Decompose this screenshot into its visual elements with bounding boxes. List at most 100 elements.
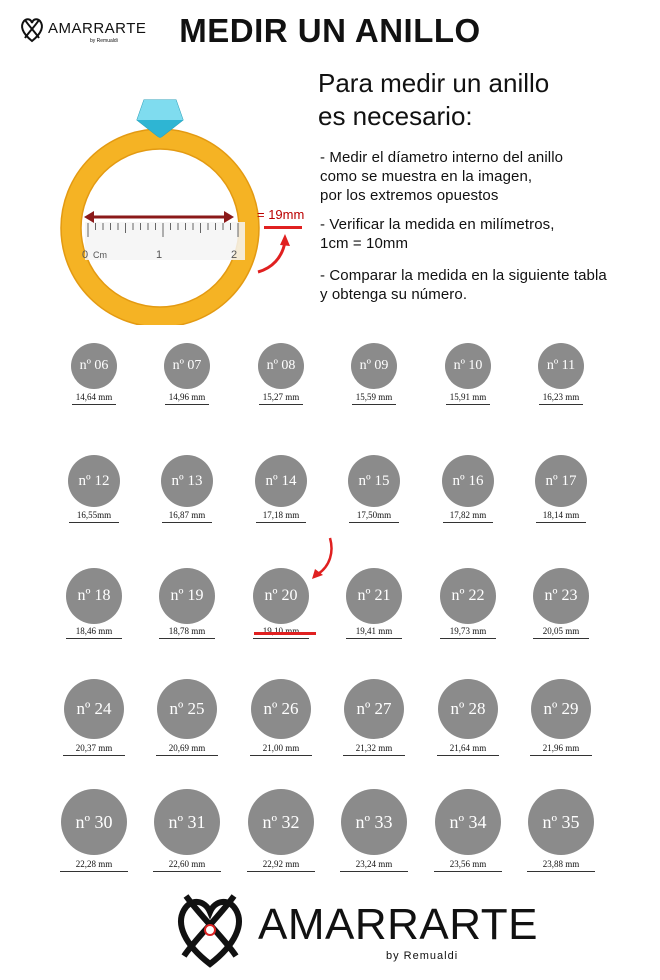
size-underline: [343, 755, 405, 756]
size-circle: nº 21: [346, 568, 402, 624]
instruction-text: por los extremos opuestos: [320, 187, 499, 204]
instruction-text: y obtenga su número.: [320, 286, 468, 303]
size-circle: nº 25: [157, 679, 217, 739]
size-underline: [527, 871, 595, 872]
size-number: nº 11: [546, 358, 576, 373]
size-number: nº 15: [358, 472, 390, 489]
size-underline: [349, 522, 399, 523]
size-circle: nº 31: [154, 789, 220, 855]
size-diameter: 15,27 mm: [262, 392, 300, 402]
brand-name: AMARRARTE: [48, 20, 147, 37]
size-underline: [66, 638, 122, 639]
size-underline: [250, 755, 312, 756]
size-underline: [437, 755, 499, 756]
size-circle: nº 07: [164, 343, 210, 389]
size-diameter: 22,92 mm: [262, 859, 300, 869]
size-number: nº 34: [449, 811, 487, 832]
size-number: nº 33: [355, 811, 393, 832]
size-number: nº 21: [357, 587, 391, 604]
size-circle: nº 08: [258, 343, 304, 389]
size-number: nº 12: [78, 472, 110, 489]
ruler-label-two: 2: [231, 249, 237, 261]
size-diameter: 15,91 mm: [449, 392, 487, 402]
size-circle: nº 13: [161, 455, 213, 507]
diamond-icon: [136, 99, 184, 142]
size-number: nº 07: [172, 358, 202, 373]
size-number: nº 13: [171, 472, 203, 489]
size-circle: nº 19: [159, 568, 215, 624]
size-number: nº 17: [545, 472, 577, 489]
instruction-text: - Comparar la medida en la siguiente tab…: [320, 267, 607, 284]
size-diameter: 14,96 mm: [168, 392, 206, 402]
size-circle: nº 17: [535, 455, 587, 507]
size-circle: nº 26: [251, 679, 311, 739]
size-circle: nº 14: [255, 455, 307, 507]
size-underline: [63, 755, 125, 756]
footer-brand-name: AMARRARTE: [258, 900, 538, 949]
ruler-label-zero: 0: [82, 249, 88, 261]
size-number: nº 29: [543, 699, 579, 718]
size-circle: nº 35: [528, 789, 594, 855]
size-number: nº 27: [356, 699, 392, 718]
size-number: nº 24: [76, 699, 112, 718]
size-number: nº 25: [169, 699, 205, 718]
size-diameter: 23,88 mm: [542, 859, 580, 869]
instruction-text: - Medir el díametro interno del anillo: [320, 149, 564, 166]
size-diameter: 23,24 mm: [355, 859, 393, 869]
size-underline: [533, 638, 589, 639]
size-underline: [443, 522, 493, 523]
ruler: 0 Cm 1 2: [82, 222, 245, 261]
size-underline: [539, 404, 583, 405]
size-diameter: 23,56 mm: [449, 859, 487, 869]
size-circle: nº 30: [61, 789, 127, 855]
size-diameter: 17,18 mm: [262, 510, 300, 520]
size-number: nº 28: [450, 699, 486, 718]
size-circle: nº 15: [348, 455, 400, 507]
heart-knot-icon: [21, 18, 43, 43]
size-diameter: 21,32 mm: [355, 743, 393, 753]
size-underline: [162, 522, 212, 523]
size-number: nº 20: [264, 587, 298, 604]
size-diameter: 21,00 mm: [262, 743, 300, 753]
size-underline: [60, 871, 128, 872]
size-underline: [165, 404, 209, 405]
size-underline: [340, 871, 408, 872]
size-circle: nº 29: [531, 679, 591, 739]
size-underline: [253, 638, 309, 639]
size-diameter: 17,50mm: [356, 510, 392, 520]
ruler-label-one: 1: [156, 249, 162, 261]
size-underline: [256, 522, 306, 523]
size-underline: [159, 638, 215, 639]
size-underline: [156, 755, 218, 756]
size-number: nº 30: [75, 811, 113, 832]
instruction-text: 1cm = 10mm: [320, 235, 409, 252]
page-title: MEDIR UN ANILLO: [179, 12, 481, 49]
size-number: nº 23: [544, 587, 578, 604]
size-circle: nº 28: [438, 679, 498, 739]
size-diameter: 20,05 mm: [542, 626, 580, 636]
brand-logo-small: AMARRARTE by Remualdi: [18, 14, 146, 50]
brand-byline: by Remualdi: [90, 38, 118, 44]
size-diameter: 19,10 mm: [262, 626, 300, 636]
size-number: nº 16: [452, 472, 484, 489]
size-circle: nº 22: [440, 568, 496, 624]
size-underline: [259, 404, 303, 405]
size-diameter: 16,55mm: [76, 510, 112, 520]
size-diameter: 14,64 mm: [75, 392, 113, 402]
instruction-step-3: - Comparar la medida en la siguiente tab…: [320, 266, 640, 304]
size-underline: [247, 871, 315, 872]
instruction-text: - Verificar la medida en milímetros,: [320, 216, 555, 233]
size-diameter: 20,37 mm: [75, 743, 113, 753]
size-circle: nº 27: [344, 679, 404, 739]
measurement-underline: [264, 226, 302, 229]
size-circle: nº 23: [533, 568, 589, 624]
size-circle: nº 06: [71, 343, 117, 389]
size-number: nº 22: [451, 587, 485, 604]
size-circle: nº 24: [64, 679, 124, 739]
size-diameter: 15,59 mm: [355, 392, 393, 402]
size-diameter: 18,78 mm: [168, 626, 206, 636]
heart-knot-icon: [178, 894, 242, 968]
size-circle: nº 09: [351, 343, 397, 389]
size-diameter: 16,87 mm: [168, 510, 206, 520]
size-underline: [72, 404, 116, 405]
